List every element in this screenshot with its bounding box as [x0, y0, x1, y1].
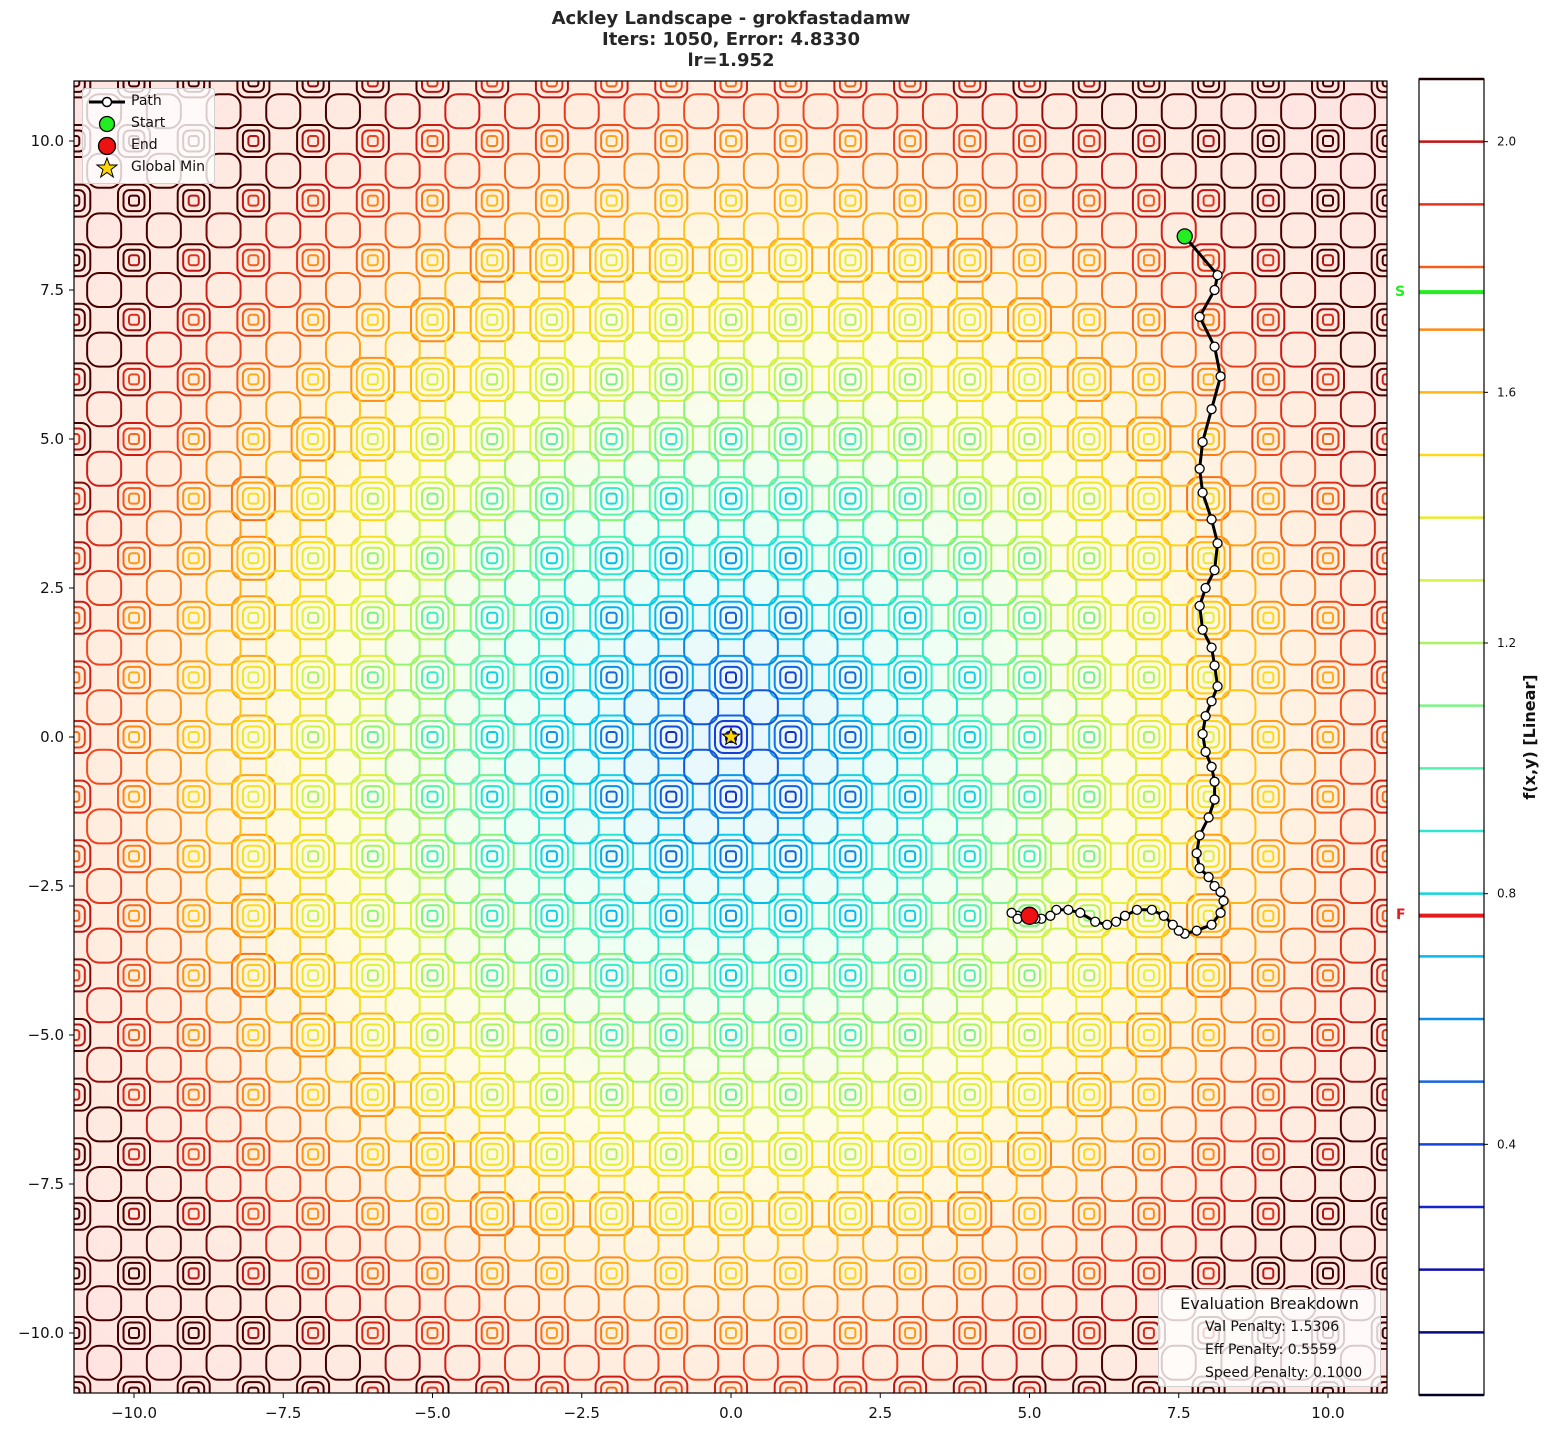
legend-item-global-min: Global Min [83, 157, 214, 179]
colorbar: 0.4 0.8 1.2 1.6 2.0 [1418, 77, 1516, 1397]
y-axis: 10.0 7.5 5.0 2.5 0.0 −2.5 −5.0 −7.5 −10.0 [18, 132, 74, 1342]
plot-area [73, 80, 1388, 1394]
svg-text:0.8: 0.8 [1497, 887, 1516, 901]
svg-text:−2.5: −2.5 [28, 877, 64, 895]
legend-item-end: End [83, 135, 214, 157]
title-line-1: Ackley Landscape - grokfastadamw [551, 8, 911, 29]
legend-item-path: Path [83, 91, 214, 113]
end-marker [1020, 906, 1039, 925]
green-circle-icon [98, 115, 116, 133]
speed-penalty: Speed Penalty: 0.1000 [1205, 1365, 1363, 1381]
evaluation-breakdown-box: Evaluation Breakdown Val Penalty: 1.5306… [1158, 1289, 1381, 1387]
title-line-3: lr=1.952 [687, 50, 775, 71]
svg-text:1.2: 1.2 [1497, 636, 1516, 650]
svg-text:−5.0: −5.0 [414, 1404, 450, 1422]
legend: Path Start End Global Min [82, 88, 215, 184]
svg-text:−10.0: −10.0 [111, 1404, 157, 1422]
svg-text:5.0: 5.0 [1018, 1404, 1042, 1422]
legend-item-start: Start [83, 113, 214, 135]
svg-text:1.6: 1.6 [1497, 385, 1516, 399]
svg-text:0.4: 0.4 [1497, 1137, 1516, 1151]
svg-text:0.0: 0.0 [719, 1404, 743, 1422]
svg-text:2.0: 2.0 [1497, 135, 1516, 149]
title-line-2: Iters: 1050, Error: 4.8330 [602, 29, 860, 50]
svg-text:10.0: 10.0 [1311, 1404, 1344, 1422]
colorbar-start-marker: S [1395, 284, 1406, 300]
svg-text:5.0: 5.0 [40, 430, 64, 448]
svg-text:−7.5: −7.5 [265, 1404, 301, 1422]
val-penalty: Val Penalty: 1.5306 [1205, 1319, 1340, 1335]
svg-text:10.0: 10.0 [31, 132, 64, 150]
start-marker [1176, 228, 1193, 245]
svg-text:0.0: 0.0 [40, 728, 64, 746]
evaluation-title: Evaluation Breakdown [1180, 1294, 1359, 1313]
star-icon [95, 157, 119, 179]
optimizer-path [721, 228, 1229, 939]
path-line-icon [89, 96, 125, 108]
svg-text:−10.0: −10.0 [18, 1324, 64, 1342]
svg-text:−7.5: −7.5 [28, 1175, 64, 1193]
x-axis: −10.0 −7.5 −5.0 −2.5 0.0 2.5 5.0 7.5 10.0 [111, 1393, 1345, 1422]
eff-penalty: Eff Penalty: 0.5559 [1205, 1342, 1337, 1358]
red-circle-icon [97, 136, 117, 156]
svg-text:−5.0: −5.0 [28, 1026, 64, 1044]
svg-text:2.5: 2.5 [868, 1404, 892, 1422]
colorbar-final-marker: F [1396, 907, 1406, 923]
svg-text:−2.5: −2.5 [564, 1404, 600, 1422]
svg-text:7.5: 7.5 [40, 281, 64, 299]
chart-title: Ackley Landscape - grokfastadamw Iters: … [0, 8, 1462, 71]
global-min-star-icon [721, 726, 741, 746]
svg-text:2.5: 2.5 [40, 579, 64, 597]
svg-text:7.5: 7.5 [1167, 1404, 1191, 1422]
contour-lines [74, 81, 1387, 1393]
colorbar-label: f(x,y) [Linear] [1520, 674, 1539, 800]
